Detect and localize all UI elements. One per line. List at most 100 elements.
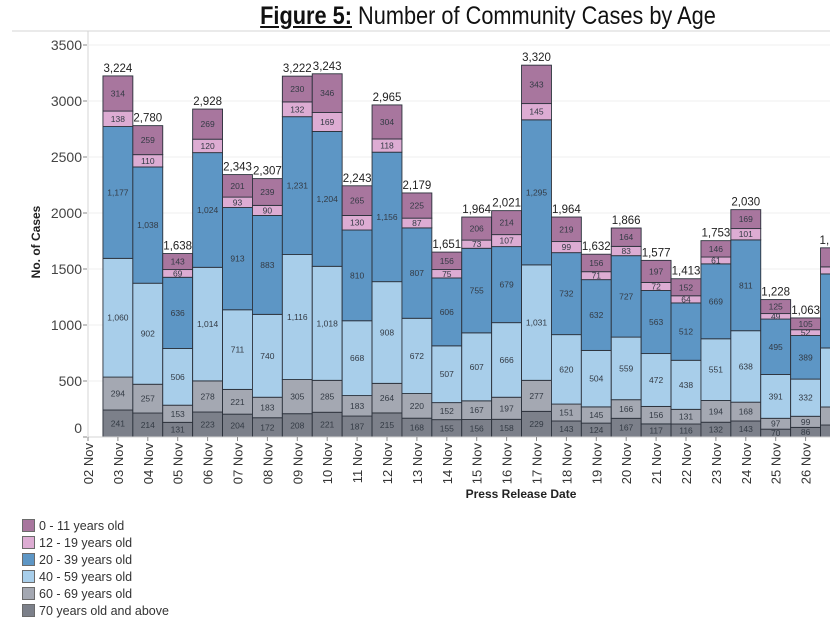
segment-label: 607 — [470, 362, 484, 372]
segment-label: 221 — [320, 420, 334, 430]
bar-segment — [610, 255, 642, 338]
bar-total-label: 1,063 — [791, 305, 820, 317]
segment-label: 69 — [173, 268, 183, 278]
segment-label: 194 — [709, 406, 723, 416]
segment-label: 666 — [500, 355, 514, 365]
bar-total-label: 3,320 — [522, 52, 551, 64]
segment-label: 90 — [263, 205, 273, 215]
segment-label: 120 — [201, 141, 215, 151]
segment-label: 99 — [801, 417, 811, 427]
segment-label: 278 — [201, 391, 215, 401]
segment-label: 265 — [350, 196, 364, 206]
segment-label: 215 — [380, 420, 394, 430]
segment-label: 495 — [769, 342, 783, 352]
bar-segment — [102, 409, 134, 438]
y-tick-label: 3500 — [51, 37, 82, 53]
x-axis-title: Press Release Date — [466, 487, 577, 501]
segment-label: 169 — [320, 117, 334, 127]
segment-label: 620 — [559, 364, 573, 374]
segment-label: 204 — [230, 421, 244, 431]
segment-label: 208 — [290, 420, 304, 430]
bar-segment — [431, 345, 463, 404]
segment-label: 277 — [529, 391, 543, 401]
segment-label: 711 — [231, 345, 245, 355]
segment-label: 49 — [771, 311, 781, 321]
segment-label: 138 — [111, 114, 125, 124]
legend: 0 - 11 years old 12 - 19 years old 20 - … — [22, 517, 169, 619]
segment-label: 167 — [619, 423, 633, 433]
segment-label: 146 — [709, 244, 723, 254]
legend-label: 70 years old and above — [39, 603, 169, 618]
y-tick-label: 2500 — [51, 149, 82, 165]
segment-label: 131 — [679, 412, 693, 422]
segment-label: 64 — [681, 294, 691, 304]
x-tick-label: 21 Nov — [649, 443, 664, 485]
bar-segment — [580, 349, 612, 408]
bar-segment — [431, 277, 463, 347]
x-tick-label: 18 Nov — [559, 443, 574, 485]
segment-label: 638 — [739, 361, 753, 371]
segment-label: 259 — [141, 135, 155, 145]
legend-swatch — [22, 553, 35, 566]
segment-label: 389 — [799, 352, 813, 362]
segment-label: 167 — [470, 405, 484, 415]
legend-item: 20 - 39 years old — [22, 551, 169, 568]
segment-label: 70 — [771, 428, 781, 438]
bar-segment — [760, 299, 792, 315]
segment-label: 506 — [171, 372, 185, 382]
x-tick-label: 07 Nov — [231, 443, 246, 485]
cut-off-bar-segment — [820, 266, 830, 275]
bar-segment — [371, 412, 403, 438]
bar-segment — [371, 104, 403, 140]
segment-label: 1,031 — [526, 318, 548, 328]
bar-segment — [670, 302, 702, 361]
segment-label: 125 — [769, 302, 783, 312]
segment-label: 169 — [739, 214, 753, 224]
segment-label: 143 — [171, 257, 185, 267]
bar-total-label: 1,866 — [612, 215, 641, 227]
bar-segment — [610, 227, 642, 247]
x-tick-label: 06 Nov — [201, 443, 216, 485]
x-tick-label: 02 Nov — [81, 443, 96, 485]
bar-total-label: 2,030 — [731, 197, 760, 209]
segment-label: 168 — [739, 407, 753, 417]
segment-label: 285 — [320, 391, 334, 401]
bar-segment — [281, 75, 313, 103]
segment-label: 124 — [589, 425, 603, 435]
y-axis-title: No. of Cases — [29, 205, 43, 278]
segment-label: 197 — [500, 403, 514, 413]
bar-segment — [521, 64, 552, 105]
segment-label: 156 — [440, 256, 454, 266]
x-tick-label: 16 Nov — [500, 443, 515, 485]
segment-label: 151 — [559, 408, 573, 418]
x-tick-label: 24 Nov — [739, 443, 754, 485]
legend-label: 60 - 69 years old — [39, 586, 133, 601]
segment-label: 732 — [559, 289, 573, 299]
x-tick-label: 08 Nov — [260, 443, 275, 485]
segment-label: 219 — [559, 224, 573, 234]
segment-label: 206 — [470, 224, 484, 234]
legend-item: 12 - 19 years old — [22, 534, 169, 551]
bar-segment — [192, 266, 223, 382]
segment-label: 632 — [589, 310, 603, 320]
segment-label: 391 — [769, 391, 783, 401]
y-tick-label: 1500 — [51, 261, 82, 277]
segment-label: 183 — [260, 402, 274, 412]
bar-segment — [551, 216, 582, 243]
legend-label: 0 - 11 years old — [39, 518, 125, 533]
segment-label: 305 — [290, 392, 304, 402]
bar-segment — [521, 379, 552, 412]
bar-total-label: 1,964 — [552, 204, 581, 216]
segment-label: 472 — [649, 375, 663, 385]
legend-item: 0 - 11 years old — [22, 517, 169, 534]
bar-total-label: 2,021 — [492, 198, 521, 210]
segment-label: 183 — [350, 401, 364, 411]
x-tick-label: 13 Nov — [410, 443, 425, 485]
segment-label: 131 — [171, 425, 185, 435]
segment-label: 438 — [679, 380, 693, 390]
segment-label: 214 — [141, 420, 155, 430]
segment-label: 116 — [679, 426, 693, 436]
segment-label: 156 — [589, 258, 603, 268]
bar-total-label: 2,928 — [193, 96, 222, 108]
x-tick-label: 23 Nov — [709, 443, 724, 485]
